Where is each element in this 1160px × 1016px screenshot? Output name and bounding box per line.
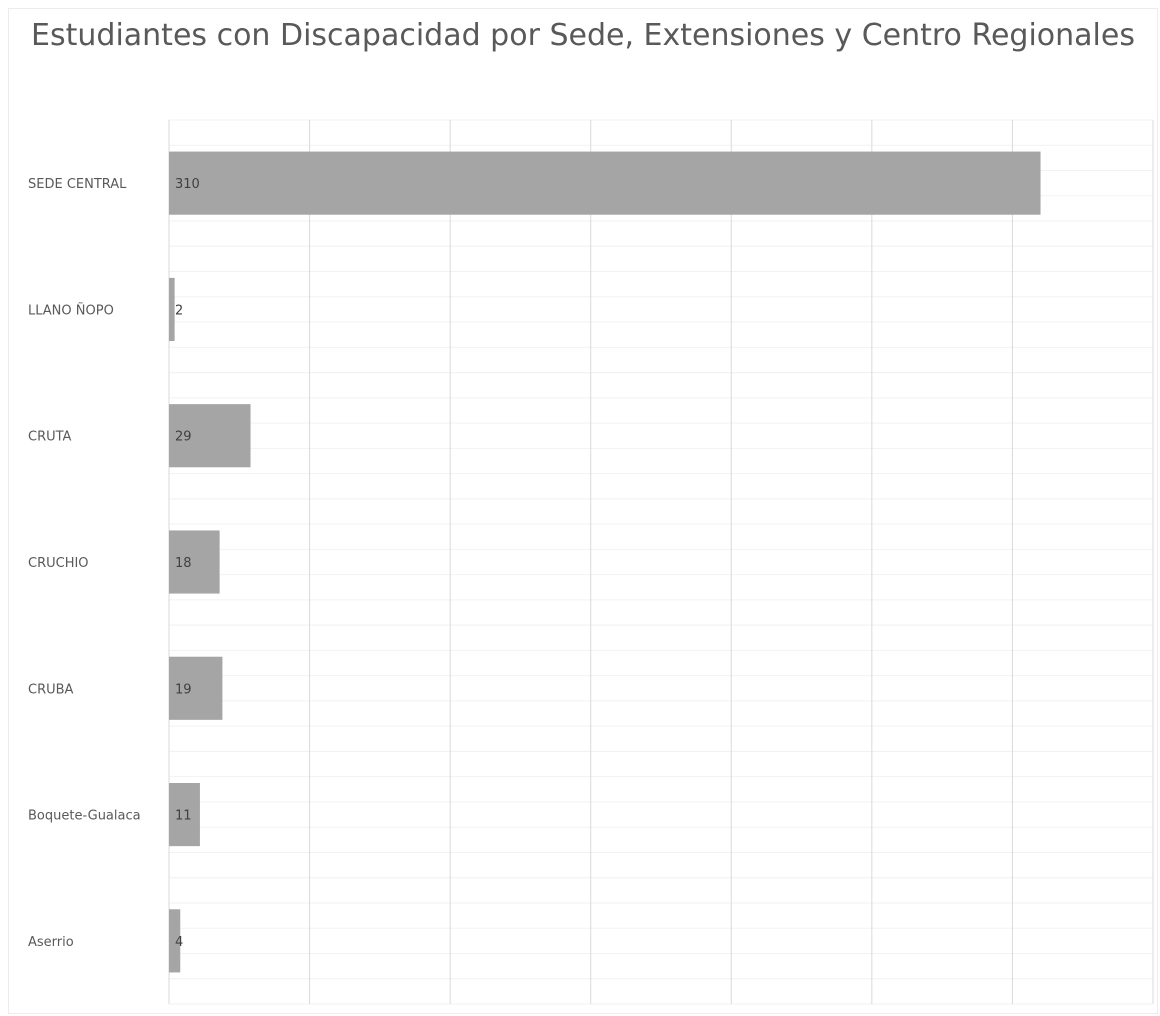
data-label: 310: [175, 177, 200, 192]
category-label: Boquete-Gualaca: [28, 809, 141, 824]
bar: [169, 151, 1041, 215]
bar: [169, 909, 181, 973]
data-label: 29: [175, 430, 192, 445]
data-label: 11: [175, 809, 192, 824]
data-label: 19: [175, 682, 192, 697]
category-label: LLANO ÑOPO: [28, 302, 114, 318]
bar: [169, 530, 220, 594]
data-label: 4: [175, 935, 183, 950]
minor-gridlines: [169, 119, 1153, 1005]
chart-title: Estudiantes con Discapacidad por Sede, E…: [31, 18, 1135, 53]
category-label: CRUTA: [28, 430, 72, 445]
category-label: CRUCHIO: [28, 556, 89, 571]
bar: [169, 277, 175, 341]
data-labels: 310 2 29 18 19 11 4: [175, 177, 200, 950]
category-labels: SEDE CENTRAL LLANO ÑOPO CRUTA CRUCHIO CRUBA B…: [28, 177, 141, 950]
data-label: 2: [175, 303, 183, 318]
category-label: Aserrio: [28, 935, 74, 950]
category-label: CRUBA: [28, 682, 74, 697]
data-label: 18: [175, 556, 192, 571]
bar: [169, 404, 251, 468]
bar: [169, 656, 223, 720]
category-label: SEDE CENTRAL: [28, 177, 127, 192]
bar: [169, 783, 200, 847]
major-gridlines: [168, 120, 1154, 1004]
bars: [169, 151, 1041, 973]
